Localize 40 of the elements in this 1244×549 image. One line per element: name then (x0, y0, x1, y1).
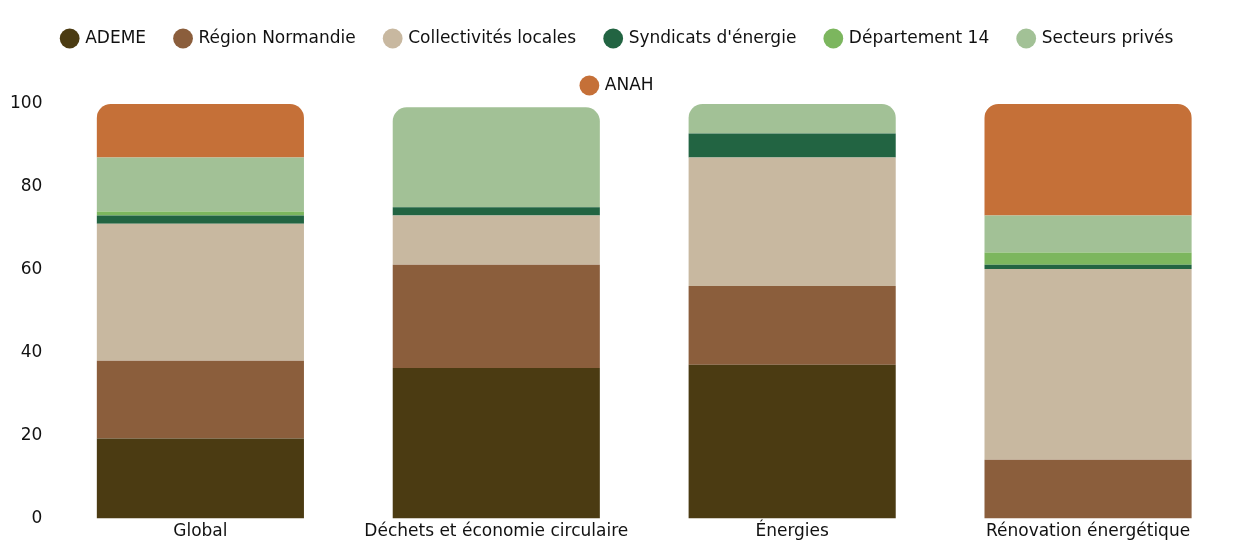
x-tick-label: Énergies (755, 519, 830, 541)
x-tick-label: Rénovation énergétique (985, 520, 1191, 541)
bar (96, 438, 304, 519)
bar (688, 286, 896, 365)
y-tick-label: 60 (20, 258, 43, 279)
bar (688, 364, 896, 519)
bar (688, 133, 896, 158)
bar (688, 104, 896, 134)
bar (392, 207, 600, 216)
bar (96, 104, 304, 158)
legend-label: Syndicats d'énergie (628, 26, 797, 47)
y-tick-label: 0 (31, 507, 43, 528)
bar (96, 223, 304, 361)
legend-label: ADEME (85, 26, 147, 47)
legend-label: Région Normandie (198, 26, 356, 47)
x-tick-label: Déchets et économie circulaire (364, 520, 629, 541)
bar (392, 107, 600, 208)
bar (392, 215, 600, 265)
legend-label: Collectivités locales (408, 26, 577, 47)
y-tick-label: 20 (20, 424, 43, 445)
bar (984, 269, 1192, 460)
y-tick-label: 40 (20, 341, 43, 362)
bar (392, 264, 600, 369)
bar (984, 104, 1192, 216)
bar (984, 264, 1192, 270)
bar (392, 368, 600, 519)
x-tick-label: Global (173, 520, 228, 541)
bar (96, 360, 304, 439)
bar (984, 459, 1192, 519)
bar (96, 211, 304, 216)
bar (96, 157, 304, 212)
y-tick-label: 80 (20, 175, 43, 196)
bar (984, 252, 1192, 265)
legend-label: Département 14 (848, 26, 990, 47)
legend-label: Secteurs privés (1041, 26, 1174, 47)
bar (96, 215, 304, 224)
bar (688, 157, 896, 287)
legend-label: ANAH (604, 73, 654, 94)
y-tick-label: 100 (9, 92, 43, 113)
bar (984, 215, 1192, 253)
